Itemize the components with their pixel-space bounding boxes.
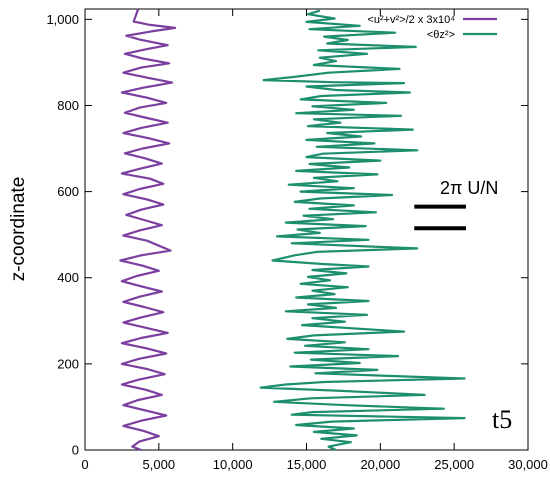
series-line-theta [259,9,466,451]
legend-label-velocity: <u²+v²>/2 x 3x10⁴ [367,14,455,26]
x-tick-label: 25,000 [434,457,474,472]
y-tick-label: 600 [57,184,79,199]
legend-label-theta: <θz²> [427,29,455,41]
y-tick-label: 800 [57,98,79,113]
legend: <u²+v²>/2 x 3x10⁴ <θz²> [367,14,497,41]
y-tick-label: 0 [72,443,79,458]
panel-label: t5 [492,405,512,434]
y-tick-label: 400 [57,270,79,285]
x-tick-label: 5,000 [143,457,176,472]
x-tick-label: 30,000 [508,457,548,472]
y-tick-label: 200 [57,356,79,371]
y-axis-label: z-coordinate [8,177,29,282]
x-tick-label: 15,000 [287,457,327,472]
series-line-velocity [119,8,177,452]
y-tick-label: 1,000 [46,12,79,27]
scale-annotation: 2π U/N [440,178,498,198]
x-tick-label: 10,000 [213,457,253,472]
x-tick-label: 20,000 [360,457,400,472]
x-tick-label: 0 [81,457,88,472]
